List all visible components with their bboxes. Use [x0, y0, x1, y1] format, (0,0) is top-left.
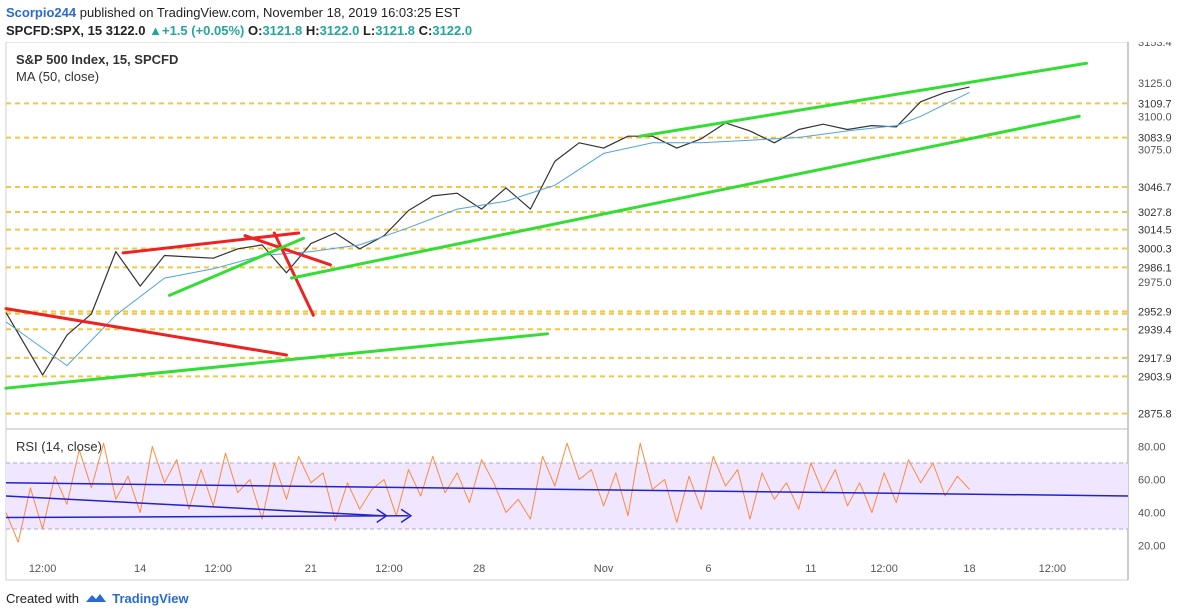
level-label-bg	[1131, 259, 1187, 276]
level-label: 2939.4	[1138, 324, 1172, 336]
rsi-series-line	[5, 442, 970, 543]
low-value: 3121.8	[375, 23, 415, 38]
level-label-bg	[1131, 221, 1187, 238]
price-tick-label: 3075.0	[1138, 144, 1172, 156]
level-label: 3000.3	[1138, 244, 1172, 256]
publish-text: published on TradingView.com, November 1…	[79, 5, 461, 20]
price-change: +1.5 (+0.05%)	[161, 23, 245, 38]
level-label-bg	[1131, 405, 1187, 422]
level-label: 3014.5	[1138, 225, 1172, 237]
time-tick-label: 12:00	[375, 563, 403, 575]
time-tick-label: 18	[963, 563, 975, 575]
open-value: 3121.8	[262, 23, 303, 38]
rsi-trendline	[5, 515, 409, 519]
trendline	[167, 236, 306, 297]
time-tick-label: 12:00	[204, 563, 232, 575]
trendlines[interactable]	[4, 61, 1129, 524]
rsi-tick-label: 20.00	[1138, 541, 1166, 553]
level-label: 2917.9	[1138, 353, 1172, 365]
trendline	[4, 332, 549, 390]
rsi-tick-label: 80.00	[1138, 442, 1166, 454]
publish-info: Scorpio244 published on TradingView.com,…	[6, 5, 460, 20]
level-label-bg	[1131, 204, 1187, 221]
trendline	[289, 114, 1081, 280]
rsi-tick-label: 40.00	[1138, 508, 1166, 520]
level-label-bg	[1131, 178, 1187, 195]
level-label: 2875.8	[1138, 409, 1172, 421]
price-tick-label: 2975.0	[1138, 277, 1172, 289]
trendline	[243, 234, 332, 267]
time-tick-label: 11	[805, 563, 816, 575]
chart-header: Scorpio244 published on TradingView.com,…	[0, 0, 1188, 42]
time-tick-label: 28	[473, 563, 485, 575]
rsi-trendline	[5, 482, 1129, 497]
level-label-bg	[1131, 240, 1187, 257]
time-tick-label: 12:00	[29, 563, 57, 575]
author-link[interactable]: Scorpio244	[6, 5, 77, 20]
tradingview-logo-icon	[85, 594, 106, 602]
level-label: 2986.1	[1138, 262, 1172, 274]
trendline	[121, 231, 301, 255]
level-label: 3083.9	[1138, 133, 1172, 145]
high-value: 3122.0	[319, 23, 360, 38]
symbol-label: SPCFD:SPX, 15	[6, 23, 103, 38]
level-label: 2952.9	[1138, 306, 1172, 318]
time-tick-label: 12:00	[870, 563, 898, 575]
level-label: 3027.8	[1138, 207, 1172, 219]
level-label: 2903.9	[1138, 371, 1172, 383]
level-label: 3109.7	[1138, 98, 1172, 110]
level-label-bg	[1131, 95, 1187, 112]
time-tick-label: 14	[134, 563, 146, 575]
rsi-legend: RSI (14, close)	[16, 439, 102, 454]
last-price: 3122.0	[105, 23, 146, 38]
chart-title: S&P 500 Index, 15, SPCFD	[16, 52, 178, 67]
high-label: H:	[305, 23, 320, 38]
close-value: 3122.0	[432, 23, 473, 38]
close-label: C:	[418, 23, 433, 38]
level-label-bg	[1131, 321, 1187, 338]
rsi-tick-label: 60.00	[1138, 475, 1166, 487]
time-tick-label: 21	[305, 563, 317, 575]
ma-series-line	[5, 91, 970, 367]
rsi-overbought-oversold-band	[6, 463, 1128, 529]
footer: Created with TradingView	[6, 591, 189, 606]
open-label: O:	[248, 23, 263, 38]
up-arrow-icon: ▲	[149, 23, 162, 38]
tradingview-link[interactable]: TradingView	[112, 591, 189, 606]
time-tick-label: 12:00	[1039, 563, 1067, 575]
level-label-bg	[1131, 129, 1187, 146]
low-label: L:	[362, 23, 376, 38]
rsi-trendline	[5, 495, 385, 517]
price-tick-label: 3100.0	[1138, 111, 1172, 123]
time-tick-label: 6	[705, 563, 711, 575]
price-tick-label-partial: 3153.4	[1138, 42, 1172, 49]
created-with-label: Created with	[6, 591, 79, 606]
trendline	[4, 307, 288, 357]
arrow-head-icon	[400, 508, 413, 524]
level-label-bg	[1131, 349, 1187, 366]
series-layer	[5, 86, 970, 543]
ma-legend: MA (50, close)	[16, 69, 99, 84]
level-label-bg	[1131, 303, 1187, 320]
rsi-band	[6, 462, 1128, 530]
level-label-bg	[1131, 368, 1187, 385]
price-tick-label: 3125.0	[1138, 78, 1172, 90]
chart-canvas[interactable]: 2875.82903.92917.92939.42951.12952.92986…	[0, 42, 1188, 588]
support-resistance-levels	[6, 102, 1128, 415]
time-tick-label: Nov	[594, 563, 614, 575]
ohlc-info: SPCFD:SPX, 15 3122.0 ▲+1.5 (+0.05%) O:31…	[6, 23, 472, 38]
axes: 2875.82903.92917.92939.42951.12952.92986…	[29, 42, 1187, 575]
trendline	[638, 61, 1089, 138]
level-label: 3046.7	[1138, 182, 1172, 194]
arrow-head-icon	[376, 508, 388, 524]
price-series-line	[5, 86, 970, 376]
